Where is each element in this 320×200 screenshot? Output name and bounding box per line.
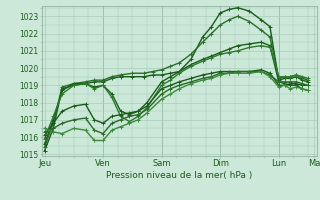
X-axis label: Pression niveau de la mer( hPa ): Pression niveau de la mer( hPa ) [106,171,252,180]
